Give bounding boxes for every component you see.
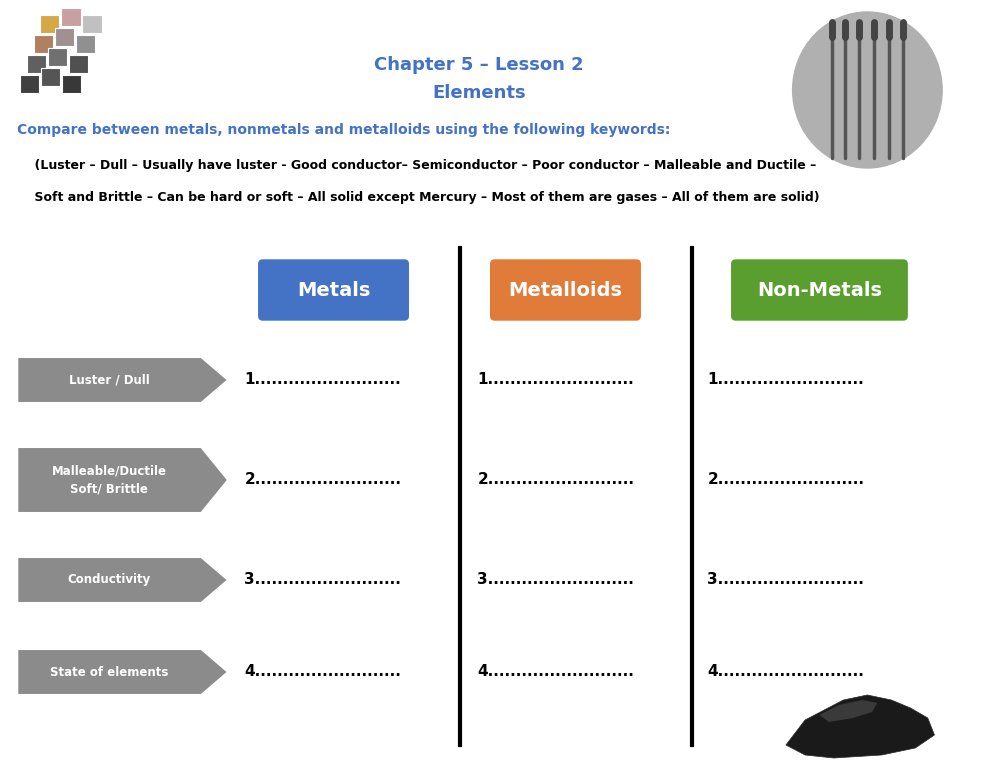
FancyBboxPatch shape [27,55,46,73]
Text: Metals: Metals [297,280,370,300]
FancyBboxPatch shape [40,15,59,33]
Polygon shape [17,357,228,403]
Circle shape [793,12,942,168]
Text: Compare between metals, nonmetals and metalloids using the following keywords:: Compare between metals, nonmetals and me… [17,123,671,137]
Polygon shape [17,649,228,695]
FancyBboxPatch shape [48,48,67,66]
Text: Elements: Elements [432,84,526,102]
FancyBboxPatch shape [20,75,39,93]
FancyBboxPatch shape [732,260,907,320]
FancyBboxPatch shape [55,28,74,46]
Text: State of elements: State of elements [50,665,168,679]
FancyBboxPatch shape [69,55,88,73]
FancyBboxPatch shape [62,75,81,93]
Polygon shape [819,700,877,722]
Text: 3..........................: 3.......................... [707,573,864,587]
Text: Luster / Dull: Luster / Dull [69,374,150,387]
FancyBboxPatch shape [41,68,60,86]
Polygon shape [17,557,228,603]
Text: 4..........................: 4.......................... [244,665,401,679]
Text: 2..........................: 2.......................... [477,472,634,487]
Polygon shape [786,695,934,758]
Text: 3..........................: 3.......................... [244,573,401,587]
Text: Non-Metals: Non-Metals [757,280,882,300]
FancyBboxPatch shape [61,8,81,26]
Text: Soft and Brittle – Can be hard or soft – All solid except Mercury – Most of them: Soft and Brittle – Can be hard or soft –… [17,191,820,205]
FancyBboxPatch shape [491,260,640,320]
FancyBboxPatch shape [34,35,53,53]
FancyBboxPatch shape [82,15,102,33]
Text: Malleable/Ductile
Soft/ Brittle: Malleable/Ductile Soft/ Brittle [52,465,167,495]
Text: 3..........................: 3.......................... [477,573,634,587]
Text: Chapter 5 – Lesson 2: Chapter 5 – Lesson 2 [374,56,584,74]
Text: Metalloids: Metalloids [508,280,622,300]
FancyBboxPatch shape [259,260,408,320]
Text: 1..........................: 1.......................... [477,373,634,388]
Text: 2..........................: 2.......................... [707,472,864,487]
Text: (Luster – Dull – Usually have luster - Good conductor– Semiconductor – Poor cond: (Luster – Dull – Usually have luster - G… [17,158,817,171]
FancyBboxPatch shape [76,35,95,53]
Text: 1..........................: 1.......................... [244,373,401,388]
Polygon shape [17,447,228,513]
Text: 4..........................: 4.......................... [477,665,634,679]
Text: 4..........................: 4.......................... [707,665,864,679]
Text: 2..........................: 2.......................... [244,472,401,487]
Text: 1..........................: 1.......................... [707,373,864,388]
Text: Conductivity: Conductivity [68,574,151,587]
